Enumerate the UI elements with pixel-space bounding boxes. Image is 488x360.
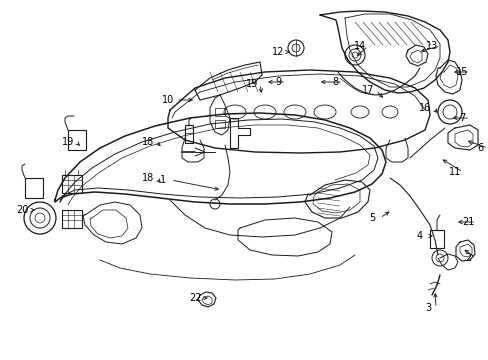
Text: 4: 4 xyxy=(416,231,422,241)
Bar xyxy=(215,120,224,128)
Text: 17: 17 xyxy=(361,85,373,95)
Text: 18: 18 xyxy=(142,137,154,147)
Bar xyxy=(62,210,82,228)
Text: 14: 14 xyxy=(353,41,366,51)
Text: 7: 7 xyxy=(458,113,464,123)
Text: 22: 22 xyxy=(188,293,201,303)
Text: 1: 1 xyxy=(160,175,166,185)
Text: 16: 16 xyxy=(418,103,430,113)
Text: 12: 12 xyxy=(271,47,284,57)
Bar xyxy=(25,178,43,198)
Bar xyxy=(184,125,193,143)
Text: 3: 3 xyxy=(424,303,430,313)
Bar xyxy=(215,108,224,116)
Bar xyxy=(62,175,82,193)
Text: 11: 11 xyxy=(448,167,460,177)
Text: 5: 5 xyxy=(368,213,374,223)
Text: 8: 8 xyxy=(331,77,337,87)
Text: 2: 2 xyxy=(464,253,470,263)
Text: 21: 21 xyxy=(461,217,473,227)
Text: 19: 19 xyxy=(62,137,74,147)
Text: 9: 9 xyxy=(274,77,281,87)
Bar xyxy=(429,230,443,248)
Text: 13: 13 xyxy=(425,41,437,51)
Text: 20: 20 xyxy=(16,205,28,215)
Text: 18: 18 xyxy=(142,173,154,183)
Text: 10: 10 xyxy=(162,95,174,105)
Text: 19: 19 xyxy=(245,79,258,89)
Bar xyxy=(68,130,86,150)
Text: 15: 15 xyxy=(455,67,467,77)
Text: 6: 6 xyxy=(476,143,482,153)
